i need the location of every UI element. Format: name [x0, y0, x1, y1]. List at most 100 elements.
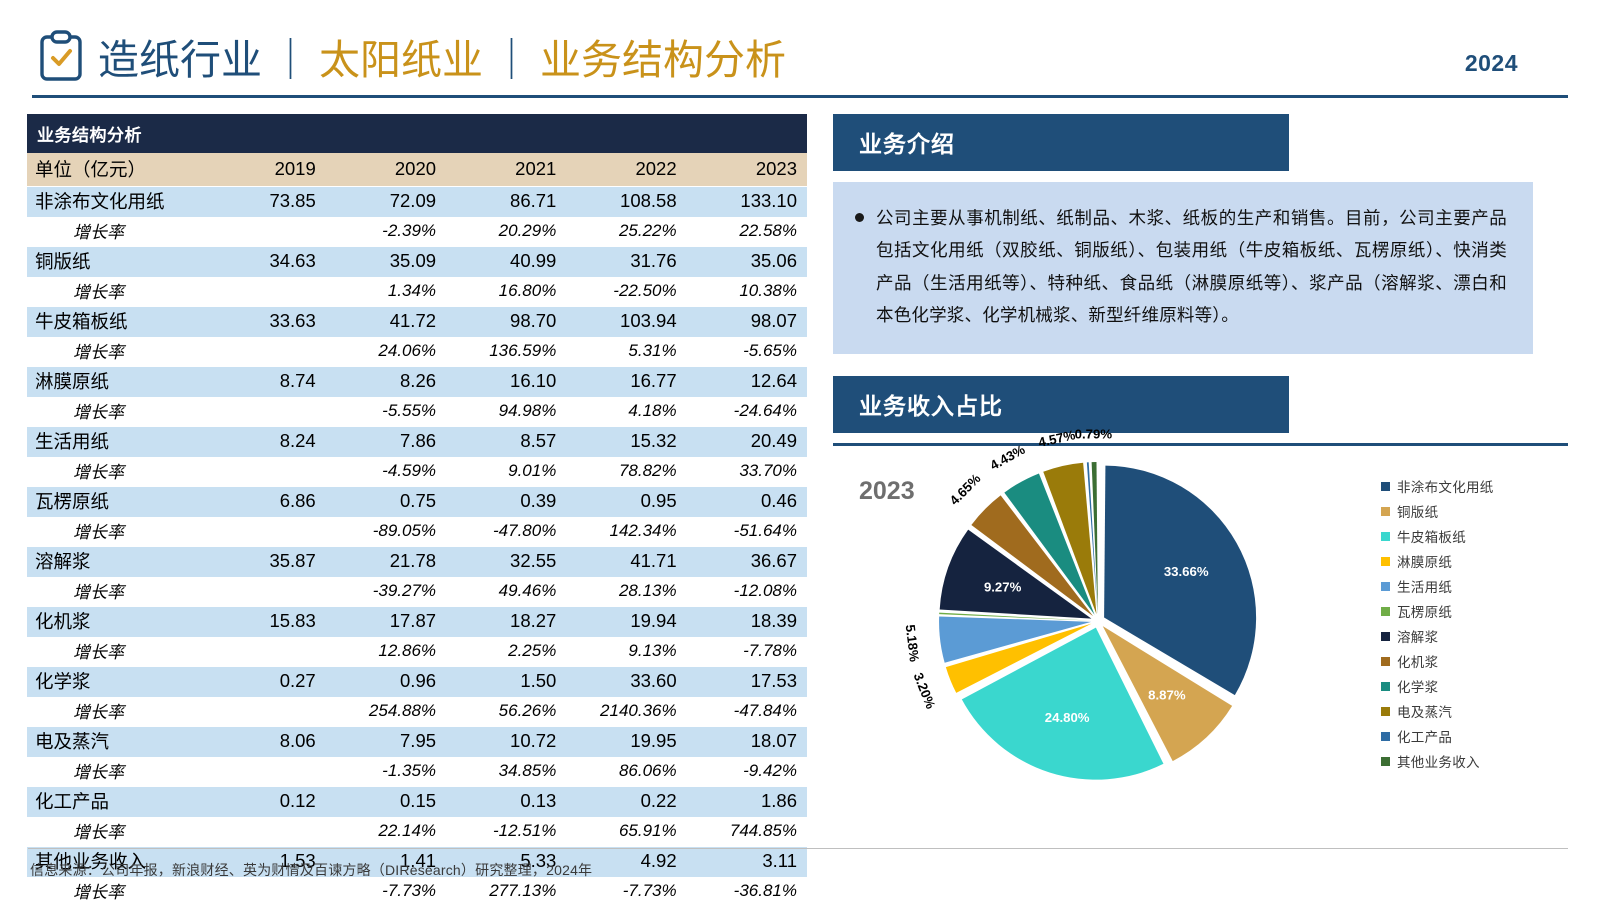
table-row-value: 5.33	[446, 846, 567, 877]
legend-label: 电及蒸汽	[1397, 705, 1453, 720]
legend-item[interactable]: 生活用纸	[1381, 574, 1494, 599]
pie-slice-label: 5.18%	[903, 623, 922, 662]
title-separator-2: ｜	[491, 37, 532, 83]
table-row-value: 8.24	[205, 426, 326, 457]
title-topic: 业务结构分析	[540, 37, 786, 83]
table-row-value: 15.83	[205, 606, 326, 637]
legend-item[interactable]: 牛皮箱板纸	[1381, 524, 1494, 549]
table-row-value: 1.53	[205, 846, 326, 877]
legend-item[interactable]: 化工产品	[1381, 724, 1494, 749]
table-row: 牛皮箱板纸 33.63 41.72 98.70 103.94 98.07	[27, 306, 807, 337]
table-year-header: 2023	[686, 153, 807, 187]
footer-divider	[28, 848, 1568, 849]
table-row: 化学浆 0.27 0.96 1.50 33.60 17.53	[27, 666, 807, 697]
table-row-value: 16.10	[446, 366, 567, 397]
table-year-header: 2020	[325, 153, 447, 187]
table-row-value: 3.11	[686, 846, 807, 877]
legend-item[interactable]: 溶解浆	[1381, 624, 1494, 649]
legend-swatch-icon	[1381, 556, 1390, 566]
pie-chart-svg: 33.66% 8.87% 24.80% 3.20% 5.18% 9.27% 4.65%4.4…	[903, 426, 1257, 780]
table-growth-label: 增长率	[27, 756, 206, 787]
table-row: 生活用纸 8.24 7.86 8.57 15.32 20.49	[27, 426, 807, 457]
table-row-label: 铜版纸	[27, 246, 206, 277]
pie-chart-legend: 非涂布文化用纸 铜版纸 牛皮箱板纸淋膜原纸生活用纸 瓦楞原纸 溶解浆 化机浆化学浆电及蒸汽…	[1381, 474, 1494, 774]
table-row-value: 1.50	[446, 666, 567, 697]
table-growth-value	[205, 576, 326, 607]
table-row-value: 17.53	[686, 666, 807, 697]
legend-item[interactable]: 化学浆	[1381, 674, 1494, 699]
chart-year-annotation: 2023	[859, 476, 915, 505]
table-growth-value: 744.85%	[686, 816, 807, 847]
table-growth-value: -39.27%	[325, 576, 447, 607]
table-row-value: 133.10	[686, 186, 807, 217]
pie-slice	[971, 494, 1094, 616]
table-row-label: 牛皮箱板纸	[27, 306, 206, 337]
table-growth-value: 1.34%	[325, 276, 447, 307]
table-growth-label: 增长率	[27, 576, 206, 607]
legend-item[interactable]: 铜版纸	[1381, 499, 1494, 524]
table-header-row: 单位（亿元） 2019 2020 2021 2022 2023	[27, 153, 807, 187]
table-row-value: 86.71	[446, 186, 567, 217]
legend-swatch-icon	[1381, 606, 1390, 616]
table-growth-value	[205, 636, 326, 667]
table-growth-value: 4.18%	[566, 396, 687, 427]
table-growth-value: -47.84%	[686, 696, 807, 727]
table-growth-value	[205, 696, 326, 727]
table-growth-value: 24.06%	[325, 336, 447, 367]
legend-item[interactable]: 电及蒸汽	[1381, 699, 1494, 724]
table-row: 其他业务收入 1.53 1.41 5.33 4.92 3.11	[27, 846, 807, 877]
table-row-value: 33.63	[205, 306, 326, 337]
table-growth-value: 34.85%	[446, 756, 567, 787]
pie-slice	[961, 627, 1164, 780]
table-row-value: 0.46	[686, 486, 807, 517]
table-growth-value: -7.78%	[686, 636, 807, 667]
table-row-value: 16.77	[566, 366, 687, 397]
legend-item[interactable]: 淋膜原纸	[1381, 549, 1494, 574]
legend-swatch-icon	[1381, 681, 1390, 691]
table-unit-label: 单位（亿元）	[27, 153, 206, 187]
table-growth-label: 增长率	[27, 336, 206, 367]
table-row-value: 108.58	[566, 186, 687, 217]
legend-label: 化学浆	[1397, 680, 1439, 695]
table-row-value: 98.07	[686, 306, 807, 337]
business-structure-table: 业务结构分析 单位（亿元） 2019 2020 2021 2022 2023 非涂布文化用纸 7…	[27, 114, 807, 900]
pie-chart: 33.66% 8.87% 24.80% 3.20% 5.18% 9.27% 4.65% 4.4…	[903, 426, 1263, 786]
title-industry: 造纸行业	[98, 37, 262, 83]
table-growth-row: 增长率 254.88% 56.26% 2140.36% -47.84%	[27, 696, 807, 727]
header-year: 2024	[1464, 50, 1518, 76]
pie-slice	[1086, 461, 1098, 614]
pie-slice	[939, 529, 1092, 619]
table-row-value: 8.74	[205, 366, 326, 397]
legend-swatch-icon	[1381, 706, 1390, 716]
table-growth-value: 2140.36%	[566, 696, 687, 727]
legend-label: 其他业务收入	[1397, 755, 1480, 770]
table-growth-value: 56.26%	[446, 696, 567, 727]
table-row-value: 0.27	[205, 666, 326, 697]
table-row-label: 淋膜原纸	[27, 366, 206, 397]
table-growth-row: 增长率 22.14% -12.51% 65.91% 744.85%	[27, 816, 807, 847]
legend-item[interactable]: 化机浆	[1381, 649, 1494, 674]
table-row-value: 0.39	[446, 486, 567, 517]
table-growth-value: -4.59%	[325, 456, 447, 487]
table-growth-value: 65.91%	[566, 816, 687, 847]
table-growth-row: 增长率 -89.05% -47.80% 142.34% -51.64%	[27, 516, 807, 547]
table-growth-value: -7.73%	[325, 876, 447, 900]
table-growth-value: 25.22%	[566, 216, 687, 247]
legend-swatch-icon	[1381, 656, 1390, 666]
table-growth-value: 277.13%	[446, 876, 567, 900]
table-row-value: 98.70	[446, 306, 567, 337]
table-growth-value: 33.70%	[686, 456, 807, 487]
table-row-value: 0.96	[325, 666, 447, 697]
table-growth-value: -47.80%	[446, 516, 567, 547]
table-row-value: 0.12	[205, 786, 326, 817]
pie-slice-label: 24.80%	[1045, 709, 1090, 724]
table-growth-label: 增长率	[27, 636, 206, 667]
page-title: 造纸行业 ｜ 太阳纸业 ｜ 业务结构分析	[98, 26, 786, 86]
table-growth-value: 28.13%	[566, 576, 687, 607]
legend-item[interactable]: 其他业务收入	[1381, 749, 1494, 774]
legend-label: 淋膜原纸	[1397, 555, 1453, 570]
table-row-value: 0.75	[325, 486, 447, 517]
legend-item[interactable]: 非涂布文化用纸	[1381, 474, 1494, 499]
table-growth-value: 94.98%	[446, 396, 567, 427]
legend-item[interactable]: 瓦楞原纸	[1381, 599, 1494, 624]
